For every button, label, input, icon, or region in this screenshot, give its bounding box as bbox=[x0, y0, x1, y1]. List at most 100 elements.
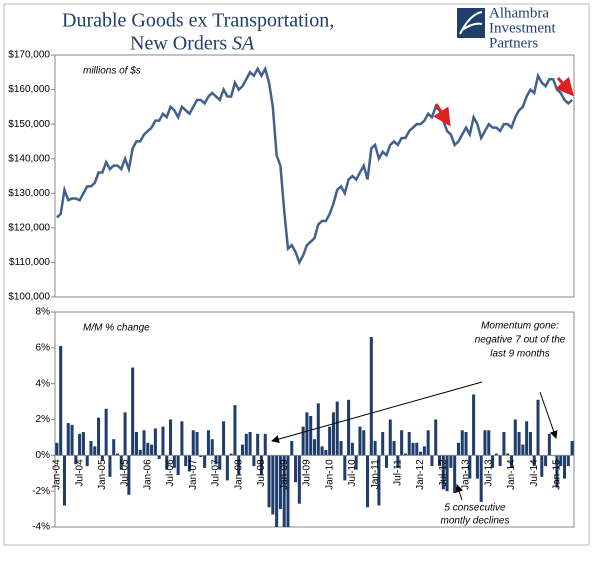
bar bbox=[115, 453, 120, 456]
bar bbox=[78, 433, 82, 456]
bar bbox=[180, 421, 184, 456]
x-tick-label: Jul-08 bbox=[256, 459, 267, 487]
x-tick-label: Jul-14 bbox=[529, 459, 540, 487]
logo-text: Alhambra bbox=[489, 5, 549, 21]
bar bbox=[123, 412, 127, 456]
frame bbox=[3, 3, 590, 546]
logo-swoosh bbox=[459, 11, 483, 35]
bar bbox=[544, 455, 548, 467]
bar bbox=[415, 442, 419, 456]
bar bbox=[309, 415, 313, 456]
y-tick-label: -2% bbox=[32, 486, 50, 497]
bar bbox=[426, 430, 430, 456]
red-arrow bbox=[555, 76, 574, 97]
bar bbox=[362, 430, 366, 456]
bar bbox=[55, 442, 59, 456]
logo: Alhambra Investment Partners bbox=[457, 5, 556, 51]
bar bbox=[453, 455, 457, 493]
arrow bbox=[455, 484, 464, 501]
x-tick-label: Jul-11 bbox=[392, 459, 403, 486]
bar bbox=[199, 455, 203, 458]
y-tick-label: $160,000 bbox=[8, 84, 50, 95]
y-tick-label: 6% bbox=[36, 342, 51, 353]
bar bbox=[93, 446, 97, 456]
bar bbox=[407, 432, 411, 456]
bar bbox=[286, 455, 290, 527]
bar bbox=[74, 455, 78, 465]
bar bbox=[354, 455, 358, 470]
y-tick-label: $170,000 bbox=[8, 50, 50, 61]
bar bbox=[547, 433, 551, 456]
bar bbox=[282, 455, 286, 527]
bar bbox=[66, 423, 70, 456]
bar bbox=[339, 441, 343, 456]
bar bbox=[392, 441, 396, 456]
title-line: Durable Goods ex Transportation, bbox=[62, 10, 334, 32]
x-tick-label: Jan-13 bbox=[461, 459, 472, 490]
bar bbox=[343, 455, 347, 481]
y-tick-label: -4% bbox=[32, 522, 50, 533]
bar bbox=[483, 430, 487, 456]
x-tick-label: Jul-04 bbox=[74, 459, 85, 487]
bar bbox=[460, 430, 464, 456]
bar bbox=[278, 455, 282, 510]
bar bbox=[131, 367, 135, 456]
bar bbox=[502, 432, 506, 456]
x-tick-label: Jan-05 bbox=[97, 459, 108, 490]
y-tick-label: 4% bbox=[36, 378, 51, 389]
bar bbox=[248, 432, 252, 456]
bar bbox=[419, 451, 423, 456]
bar bbox=[252, 455, 256, 467]
x-tick-label: Jul-07 bbox=[211, 459, 222, 487]
bar bbox=[195, 432, 199, 456]
bar bbox=[464, 432, 468, 456]
bar bbox=[108, 455, 112, 477]
bar bbox=[347, 399, 351, 456]
bar bbox=[366, 455, 370, 508]
x-tick-label: Jan-04 bbox=[52, 459, 63, 490]
bar bbox=[81, 432, 85, 456]
y-tick-label: 2% bbox=[36, 414, 51, 425]
bar bbox=[294, 455, 298, 483]
bar bbox=[555, 455, 559, 488]
x-tick-label: Jan-08 bbox=[233, 459, 244, 490]
bar bbox=[331, 412, 335, 456]
bar bbox=[256, 433, 260, 456]
bar bbox=[222, 421, 226, 456]
arrow bbox=[271, 381, 483, 443]
bar bbox=[475, 455, 479, 479]
bar bbox=[513, 419, 517, 456]
bar bbox=[312, 439, 317, 456]
bar bbox=[100, 455, 104, 461]
bar bbox=[138, 449, 142, 456]
bar bbox=[305, 412, 309, 456]
note: Momentum gone: bbox=[481, 321, 559, 332]
bar bbox=[540, 455, 544, 477]
bar bbox=[449, 455, 453, 468]
x-tick-label: Jan-09 bbox=[279, 459, 290, 490]
logo-text: Partners bbox=[489, 35, 538, 51]
bar bbox=[176, 455, 180, 476]
bar bbox=[275, 455, 279, 527]
bar bbox=[112, 439, 116, 456]
x-tick-label: Jan-11 bbox=[370, 459, 381, 489]
bar bbox=[244, 433, 248, 456]
bar bbox=[290, 441, 294, 456]
bar bbox=[210, 439, 214, 456]
arrow bbox=[539, 391, 558, 439]
x-tick-label: Jan-06 bbox=[142, 459, 153, 490]
bar bbox=[509, 455, 514, 468]
x-tick-label: Jul-13 bbox=[483, 459, 494, 487]
y-tick-label: $150,000 bbox=[8, 119, 50, 130]
bar bbox=[381, 432, 385, 456]
bar bbox=[384, 455, 388, 468]
bar bbox=[184, 455, 188, 467]
note: last 9 months bbox=[490, 349, 549, 360]
bar bbox=[89, 441, 93, 456]
bar bbox=[521, 444, 525, 456]
plot-area bbox=[54, 54, 575, 298]
bar bbox=[146, 442, 150, 456]
note: negative 7 out of the bbox=[475, 335, 566, 346]
bar bbox=[297, 455, 301, 504]
